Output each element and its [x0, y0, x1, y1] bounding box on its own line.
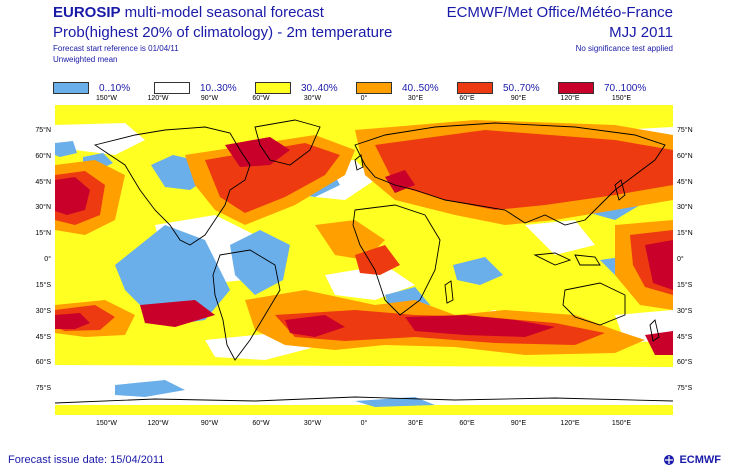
legend-label: 50..70%: [503, 82, 540, 94]
latitude-tick: 45°S: [677, 333, 693, 341]
legend: 0..10% 10..30% 30..40% 40..50% 50..70% 7…: [53, 81, 673, 95]
legend-item: 10..30%: [154, 81, 237, 95]
latitude-tick: 45°N: [35, 178, 51, 186]
longitude-tick: 30°E: [407, 95, 424, 102]
ecmwf-logo-text: ECMWF: [679, 454, 721, 466]
legend-label: 0..10%: [99, 82, 131, 94]
latitude-tick: 15°N: [677, 230, 693, 238]
longitude-tick: 0°: [360, 95, 368, 102]
longitude-tick: 120°W: [147, 95, 169, 102]
latitude-tick: 45°S: [35, 333, 51, 341]
legend-swatch: [457, 82, 493, 94]
longitude-tick: 150°W: [95, 420, 118, 427]
forecast-issue-date: Forecast issue date: 15/04/2011: [8, 454, 165, 466]
latitude-tick: 75°N: [677, 126, 693, 134]
forecast-period: MJJ 2011: [609, 24, 673, 41]
longitude-tick: 90°W: [200, 95, 219, 102]
latitude-tick: 15°S: [35, 281, 51, 289]
latitude-tick: 75°S: [677, 385, 693, 393]
latitude-tick: 30°S: [677, 307, 693, 315]
legend-item: 70..100%: [558, 81, 646, 95]
latitude-tick: 75°S: [35, 385, 51, 393]
category-10-30-areas: [55, 123, 673, 405]
title: EUROSIP multi-model seasonal forecast: [53, 4, 324, 21]
legend-item: 0..10%: [53, 81, 130, 95]
latitude-tick: 75°N: [35, 126, 51, 134]
significance-note: No significance test applied: [575, 44, 673, 53]
longitude-tick: 30°E: [407, 420, 424, 427]
longitude-tick: 150°W: [95, 95, 118, 102]
latitude-tick: 15°N: [35, 230, 51, 238]
latitude-tick: 60°S: [35, 359, 51, 367]
longitude-tick: 90°W: [200, 420, 219, 427]
legend-label: 10..30%: [200, 82, 237, 94]
legend-label: 40..50%: [402, 82, 439, 94]
longitude-tick: 90°E: [510, 95, 527, 102]
latitude-tick: 60°N: [35, 152, 51, 160]
longitude-tick: 120°W: [147, 420, 169, 427]
probability-map-svg: [55, 105, 673, 415]
longitude-tick: 60°E: [459, 420, 475, 427]
latitude-tick: 0°: [44, 256, 51, 263]
ecmwf-logo-icon: [664, 455, 675, 465]
longitude-tick: 120°E: [560, 420, 580, 427]
latitude-tick: 30°N: [677, 204, 693, 212]
coastlines: [55, 119, 673, 404]
latitude-tick: 15°S: [677, 281, 693, 289]
legend-swatch: [255, 82, 291, 94]
legend-swatch: [558, 82, 594, 94]
latitude-tick: 30°N: [35, 204, 51, 212]
legend-item: 50..70%: [457, 81, 540, 95]
longitude-tick: 60°W: [252, 420, 270, 427]
latitude-tick: 45°N: [677, 178, 693, 186]
longitude-tick: 150°E: [611, 420, 632, 427]
title-eurosip: EUROSIP: [53, 4, 121, 21]
ecmwf-logo: ECMWF: [663, 454, 721, 466]
longitude-tick: 60°W: [252, 95, 270, 102]
legend-swatch: [154, 82, 190, 94]
longitude-tick: 150°E: [611, 95, 632, 102]
legend-swatch: [53, 82, 89, 94]
longitude-tick: 120°E: [560, 95, 580, 102]
longitude-tick: 30°W: [303, 95, 322, 102]
latitude-tick: 60°S: [677, 359, 693, 367]
legend-label: 30..40%: [301, 82, 338, 94]
latitude-tick: 0°: [677, 256, 684, 263]
forecast-start-reference: Forecast start reference is 01/04/11: [53, 44, 179, 53]
legend-item: 30..40%: [255, 81, 338, 95]
longitude-tick: 30°W: [303, 420, 322, 427]
legend-label: 70..100%: [604, 82, 647, 94]
producer-title: ECMWF/Met Office/Météo-France: [446, 4, 673, 21]
legend-item: 40..50%: [356, 81, 439, 95]
latitude-tick: 60°N: [677, 152, 693, 160]
category-70-100-areas: [55, 137, 673, 355]
weighting-note: Unweighted mean: [53, 55, 118, 64]
longitude-tick: 0°: [360, 420, 368, 427]
probability-map: [55, 105, 673, 415]
legend-swatch: [356, 82, 392, 94]
longitude-tick: 60°E: [459, 95, 475, 102]
longitude-tick: 90°E: [510, 420, 527, 427]
title-rest: multi-model seasonal forecast: [120, 4, 324, 21]
latitude-tick: 30°S: [35, 307, 51, 315]
subtitle: Prob(highest 20% of climatology) - 2m te…: [53, 24, 393, 41]
